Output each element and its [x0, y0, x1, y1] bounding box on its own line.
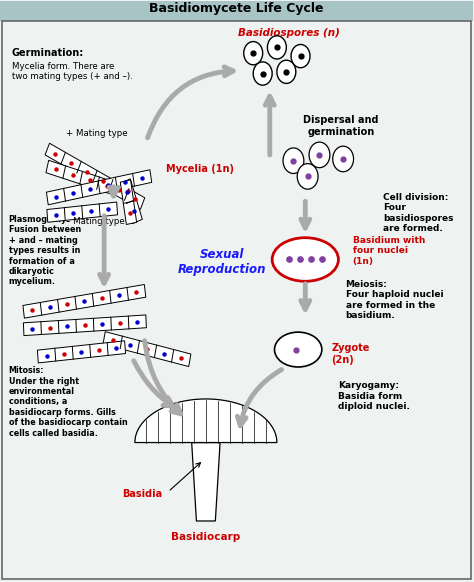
Text: Basidiocarp: Basidiocarp	[171, 532, 240, 542]
Circle shape	[333, 146, 354, 172]
Text: Mycelia (1n): Mycelia (1n)	[165, 165, 234, 175]
Circle shape	[291, 44, 310, 68]
Bar	[0, 0, 474, 21]
Circle shape	[297, 164, 318, 189]
Text: – Mating type: – Mating type	[66, 217, 125, 226]
Text: Cell division:
Four
basidiospores
are formed.: Cell division: Four basidiospores are fo…	[383, 193, 454, 233]
Text: Zygote
(2n): Zygote (2n)	[331, 343, 370, 365]
Circle shape	[277, 60, 296, 83]
Polygon shape	[37, 341, 126, 363]
Text: Mitosis:
Under the right
environmental
conditions, a
basidiocarp forms. Gills
of: Mitosis: Under the right environmental c…	[9, 366, 128, 438]
Polygon shape	[135, 399, 277, 442]
Text: Meiosis:
Four haploid nuclei
are formed in the
basidium.: Meiosis: Four haploid nuclei are formed …	[346, 280, 443, 320]
Circle shape	[309, 142, 330, 168]
Text: Plasmogamy:
Fusion between
+ and – mating
types results in
formation of a
dikary: Plasmogamy: Fusion between + and – matin…	[9, 215, 81, 286]
Polygon shape	[191, 442, 220, 521]
Text: Germination:: Germination:	[12, 48, 84, 58]
Circle shape	[253, 62, 272, 85]
Text: + Mating type: + Mating type	[66, 129, 128, 138]
Polygon shape	[46, 170, 152, 205]
Polygon shape	[46, 160, 116, 195]
Polygon shape	[23, 285, 146, 318]
Polygon shape	[120, 180, 137, 225]
Polygon shape	[47, 202, 118, 222]
Text: Basidiospores (n): Basidiospores (n)	[238, 28, 340, 38]
Text: Basidia: Basidia	[122, 489, 162, 499]
Text: Basidiomycete Life Cycle: Basidiomycete Life Cycle	[149, 2, 324, 15]
Text: Dispersal and
germination: Dispersal and germination	[303, 115, 379, 137]
Polygon shape	[45, 143, 145, 210]
Ellipse shape	[274, 332, 322, 367]
Polygon shape	[103, 332, 191, 367]
Text: Basidium with
four nuclei
(1n): Basidium with four nuclei (1n)	[353, 236, 425, 265]
Circle shape	[244, 41, 263, 65]
Text: Karyogamy:
Basidia form
diploid nuclei.: Karyogamy: Basidia form diploid nuclei.	[338, 381, 410, 411]
Circle shape	[283, 148, 304, 173]
Text: Mycelia form. There are
two mating types (+ and –).: Mycelia form. There are two mating types…	[12, 62, 133, 81]
Ellipse shape	[272, 237, 338, 281]
Polygon shape	[120, 179, 142, 223]
Polygon shape	[23, 315, 146, 336]
Text: Sexual
Reproduction: Sexual Reproduction	[178, 249, 267, 276]
Circle shape	[267, 36, 286, 59]
